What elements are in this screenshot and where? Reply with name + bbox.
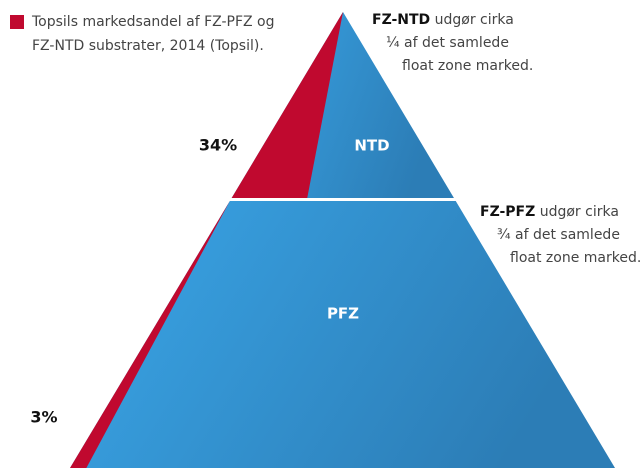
legend-swatch	[10, 15, 24, 29]
annotation-highlight: FZ-NTD	[372, 12, 430, 28]
annotation-highlight: FZ-PFZ	[480, 204, 535, 220]
segment-label: PFZ	[327, 305, 359, 323]
share	[231, 12, 343, 198]
annotation-text: ¾ af det samlede	[497, 227, 620, 243]
annotation: ¾ af det samlede	[497, 227, 620, 243]
annotation: float zone marked.	[402, 58, 533, 74]
annotation: float zone marked.	[510, 250, 641, 266]
annotation-text: float zone marked.	[402, 58, 533, 74]
legend-text: Topsils markedsandel af FZ-PFZ og	[31, 14, 275, 30]
section-pfz	[70, 201, 615, 468]
segment-label: NTD	[354, 137, 389, 155]
value-label: 3%	[30, 408, 57, 427]
legend-text: FZ-NTD substrater, 2014 (Topsil).	[32, 38, 264, 54]
annotation: ¼ af det samlede	[386, 35, 509, 51]
share	[70, 201, 230, 468]
annotation-text: udgør cirka	[540, 204, 619, 220]
annotation-text: float zone marked.	[510, 250, 641, 266]
annotation: FZ-PFZ udgør cirka	[480, 204, 619, 220]
annotation-text: udgør cirka	[435, 12, 514, 28]
annotation: FZ-NTD udgør cirka	[372, 12, 514, 28]
annotation-text: ¼ af det samlede	[386, 35, 509, 51]
value-label: 34%	[199, 136, 237, 155]
